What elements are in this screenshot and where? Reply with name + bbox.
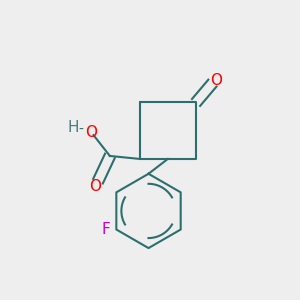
Text: -: - [79, 123, 83, 137]
Text: O: O [85, 125, 97, 140]
Text: F: F [102, 222, 110, 237]
Text: H: H [68, 120, 79, 135]
Text: O: O [89, 179, 101, 194]
Text: O: O [210, 73, 222, 88]
